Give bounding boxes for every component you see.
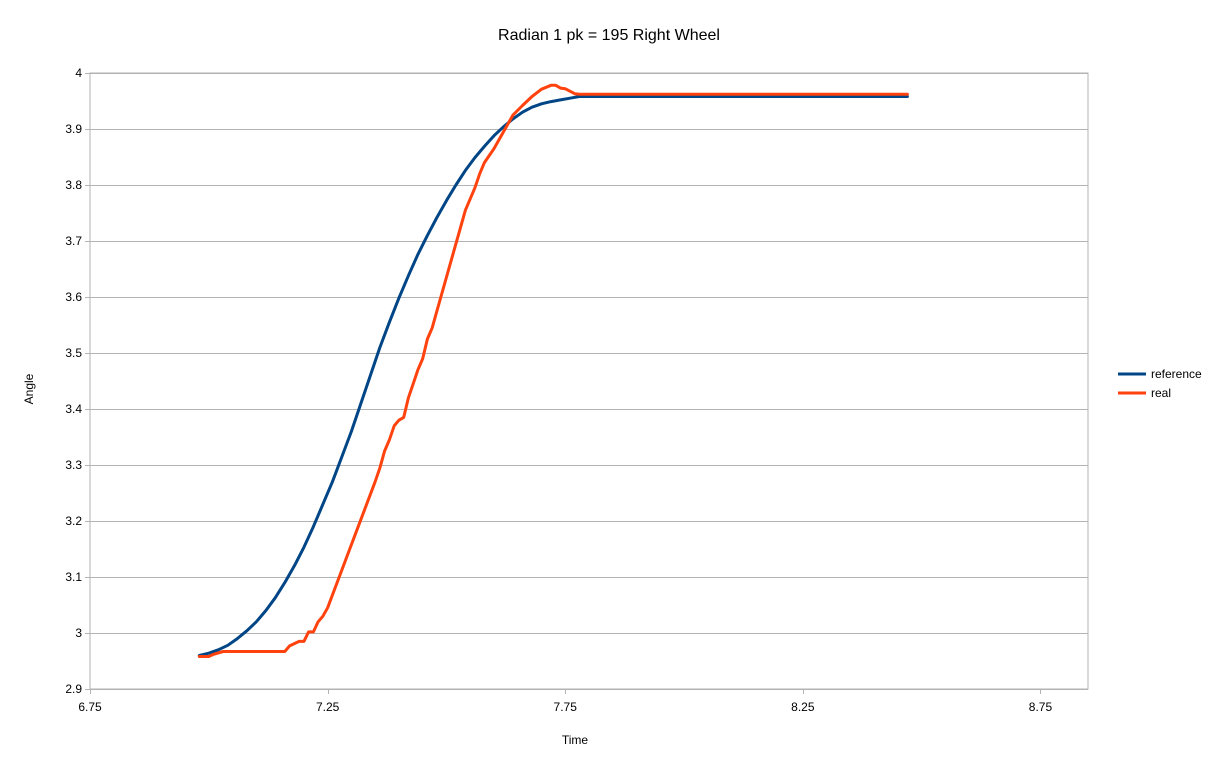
y-tick-label: 3.1 [65, 570, 82, 584]
y-axis-label: Angle [22, 373, 36, 404]
series-line-real [197, 83, 909, 658]
y-tick-label: 3.3 [65, 458, 82, 472]
legend-label-real: real [1151, 386, 1171, 400]
gridlines [90, 73, 1088, 690]
y-tick-label: 3.6 [65, 290, 82, 304]
x-tick-label: 8.75 [1029, 700, 1053, 714]
x-tick-label: 6.75 [78, 700, 102, 714]
x-tick-label: 7.25 [316, 700, 340, 714]
y-tick-label: 3 [75, 626, 82, 640]
axis-ticks: 2.9 3 3.1 3.2 3.3 3.4 3.5 3.6 3.7 3.8 3.9 4 6.75 7.25… [65, 66, 1052, 714]
y-tick-label: 4 [75, 66, 82, 80]
y-tick-label: 2.9 [65, 682, 82, 696]
x-axis-label: Time [562, 733, 589, 747]
legend-label-reference: reference [1151, 367, 1202, 381]
x-tick-label: 8.25 [791, 700, 815, 714]
y-tick-label: 3.4 [65, 402, 82, 416]
plot-area [89, 72, 1089, 690]
series-line-reference [197, 95, 909, 657]
y-tick-label: 3.5 [65, 346, 82, 360]
x-tick-label: 7.75 [554, 700, 578, 714]
y-tick-label: 3.9 [65, 122, 82, 136]
chart-title: Radian 1 pk = 195 Right Wheel [498, 27, 720, 44]
series-group [197, 83, 909, 658]
y-tick-label: 3.8 [65, 178, 82, 192]
y-tick-label: 3.7 [65, 234, 82, 248]
y-tick-label: 3.2 [65, 514, 82, 528]
legend: reference real [1118, 367, 1202, 400]
